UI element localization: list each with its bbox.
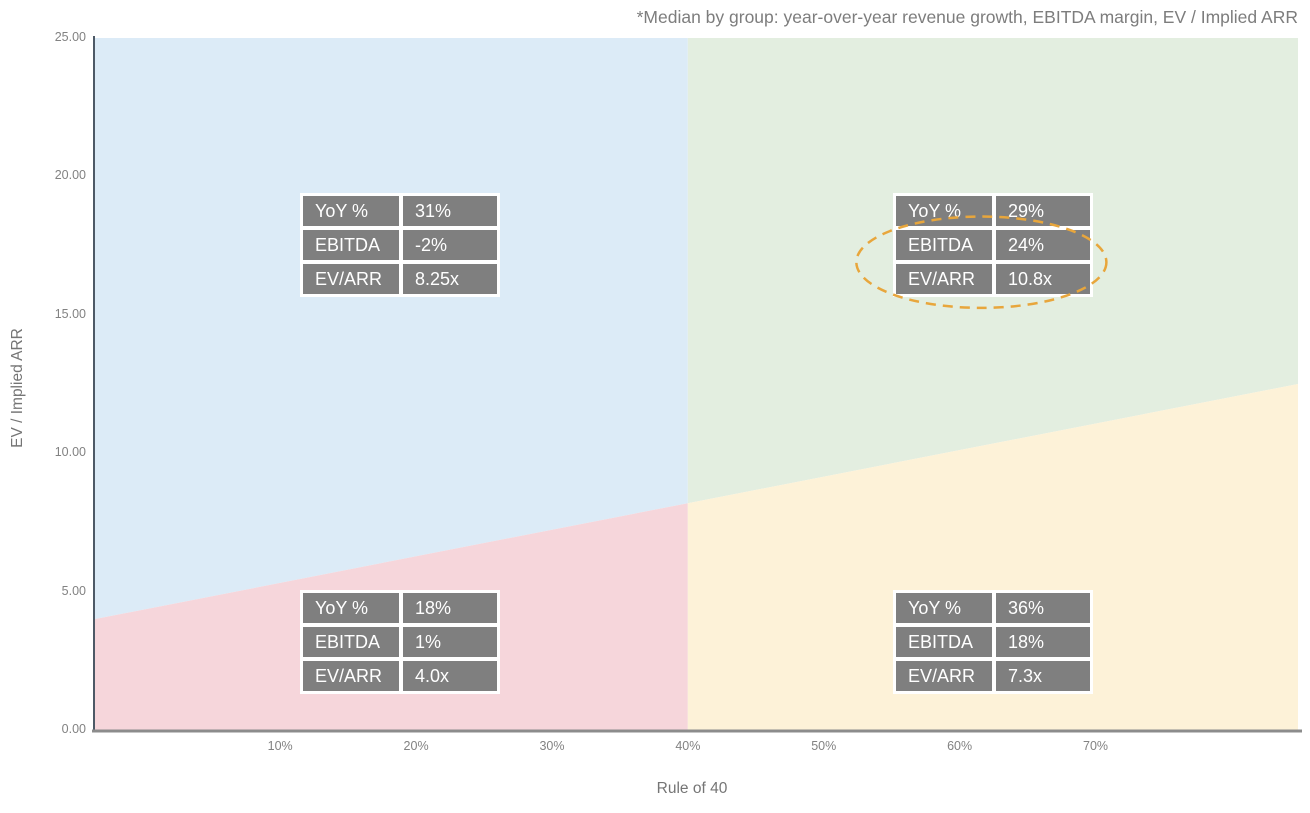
stat-value-cell: 36% [996, 593, 1090, 623]
stat-label-cell: YoY % [303, 196, 399, 226]
x-tick-label: 40% [675, 739, 701, 753]
y-tick-label: 15.00 [54, 306, 86, 321]
stats-table-lower-right: YoY % 36% EBITDA 18% EV/ARR 7.3x [893, 590, 1093, 694]
stat-label-cell: EV/ARR [896, 264, 992, 294]
stat-value-cell: 18% [403, 593, 497, 623]
chart-title: *Median by group: year-over-year revenue… [636, 7, 1298, 27]
stat-value-cell: -2% [403, 230, 497, 260]
x-tick-label: 20% [403, 739, 429, 753]
y-tick-label: 10.00 [54, 445, 86, 460]
stat-value-cell: 31% [403, 196, 497, 226]
y-tick-label: 5.00 [61, 583, 86, 598]
x-tick-label: 10% [267, 739, 293, 753]
stat-value-cell: 7.3x [996, 661, 1090, 691]
stat-value-cell: 29% [996, 196, 1090, 226]
x-tick-label: 70% [1083, 739, 1109, 753]
stat-label-cell: EBITDA [303, 627, 399, 657]
y-tick-label: 0.00 [61, 722, 86, 736]
stat-value-cell: 24% [996, 230, 1090, 260]
stat-label-cell: YoY % [896, 196, 992, 226]
stat-label-cell: EBITDA [303, 230, 399, 260]
x-axis-title: Rule of 40 [656, 780, 728, 797]
stat-label-cell: EV/ARR [303, 264, 399, 294]
x-tick-label: 60% [947, 739, 973, 753]
y-tick-label: 25.00 [54, 30, 86, 44]
stat-label-cell: YoY % [896, 593, 992, 623]
stat-value-cell: 4.0x [403, 661, 497, 691]
stat-label-cell: EBITDA [896, 230, 992, 260]
stat-value-cell: 10.8x [996, 264, 1090, 294]
stat-value-cell: 1% [403, 627, 497, 657]
stat-label-cell: EV/ARR [303, 661, 399, 691]
stats-table-upper-right: YoY % 29% EBITDA 24% EV/ARR 10.8x [893, 193, 1093, 297]
x-tick-label: 30% [539, 739, 565, 753]
stat-value-cell: 8.25x [403, 264, 497, 294]
y-axis-title: EV / Implied ARR [9, 328, 26, 448]
region-upper-left [94, 38, 688, 620]
x-tick-label: 50% [811, 739, 837, 753]
stat-value-cell: 18% [996, 627, 1090, 657]
stats-table-lower-left: YoY % 18% EBITDA 1% EV/ARR 4.0x [300, 590, 500, 694]
stat-label-cell: YoY % [303, 593, 399, 623]
stats-table-upper-left: YoY % 31% EBITDA -2% EV/ARR 8.25x [300, 193, 500, 297]
y-tick-label: 20.00 [54, 168, 86, 183]
stat-label-cell: EV/ARR [896, 661, 992, 691]
stat-label-cell: EBITDA [896, 627, 992, 657]
